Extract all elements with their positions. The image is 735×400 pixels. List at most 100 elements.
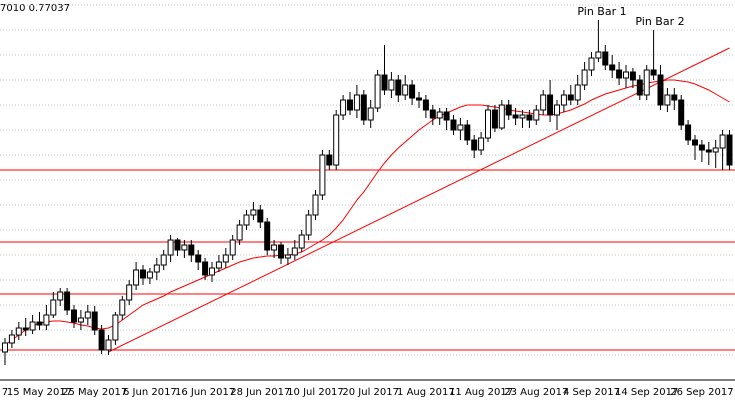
candle-body <box>71 309 77 323</box>
candle-body <box>581 69 588 86</box>
candle-body <box>126 284 133 301</box>
x-tick-label: 4 Sep 2017 <box>563 387 620 398</box>
candle-body <box>319 154 326 196</box>
candle-body <box>602 51 609 66</box>
x-tick-label: 1 Aug 2017 <box>397 387 455 398</box>
candle-body <box>298 234 305 249</box>
x-tick-label: 23 Aug 2017 <box>504 387 568 398</box>
candle-body <box>464 124 471 141</box>
candle-body <box>153 264 160 273</box>
candle-body <box>498 104 505 129</box>
candle-body <box>43 314 50 326</box>
candle-body <box>2 342 8 353</box>
candle-body <box>333 114 340 166</box>
candle-body <box>395 79 402 96</box>
candle-body <box>84 311 91 319</box>
candle-body <box>698 144 705 151</box>
candle-body <box>429 109 436 119</box>
candle-body <box>326 154 333 166</box>
candle-body <box>402 84 409 96</box>
candle-body <box>257 209 264 223</box>
candle-body <box>616 69 623 79</box>
candle-body <box>222 254 229 263</box>
candle-body <box>629 71 636 81</box>
candle-body <box>112 314 119 341</box>
candle-body <box>353 94 360 111</box>
candle-body <box>57 291 64 301</box>
candle-body <box>15 327 22 336</box>
candle-body <box>505 104 512 116</box>
candle-body <box>574 84 581 101</box>
candle-body <box>567 94 574 101</box>
candle-body <box>29 321 36 331</box>
candle-body <box>643 69 650 96</box>
moving-average <box>4 79 730 346</box>
candle-body <box>381 74 388 91</box>
candle-body <box>533 109 540 121</box>
candle-body <box>554 104 560 116</box>
candle-body <box>491 109 498 129</box>
candle-body <box>485 109 491 139</box>
x-tick-label: 14 Sep 2017 <box>615 387 678 398</box>
candle-body <box>471 139 478 151</box>
x-tick-label: 16 Jun 2017 <box>175 387 235 398</box>
candle-body <box>278 244 284 259</box>
candle-body <box>36 321 43 326</box>
candle-body <box>22 327 29 331</box>
candle-body <box>229 239 236 256</box>
candle-body <box>8 334 15 344</box>
candle-body <box>119 299 126 316</box>
candle-body <box>588 57 595 71</box>
x-tick-label: 11 Aug 2017 <box>449 387 513 398</box>
candle-body <box>705 149 712 153</box>
candle-body <box>409 84 416 99</box>
candle-body <box>692 139 698 146</box>
header-text: 7010 0.77037 <box>0 3 70 14</box>
candle-body <box>243 214 250 226</box>
candle-body <box>340 99 347 116</box>
candle-body <box>160 254 167 266</box>
candle-body <box>181 244 188 251</box>
candle-body <box>595 51 602 59</box>
candle-body <box>685 124 692 141</box>
candle-body <box>140 269 146 279</box>
x-tick-label: 28 Jun 2017 <box>230 387 290 398</box>
x-tick-label: 20 Jul 2017 <box>342 387 399 398</box>
candle-body <box>236 224 243 241</box>
candle-body <box>416 97 422 101</box>
candle-body <box>512 114 519 119</box>
candle-body <box>264 221 271 251</box>
candle-body <box>712 147 719 153</box>
candle-body <box>609 64 616 71</box>
candle-body <box>457 124 464 131</box>
candle-body <box>623 71 629 79</box>
candle-body <box>450 119 457 131</box>
candle-body <box>271 244 278 251</box>
candle-body <box>526 114 533 121</box>
candle-body <box>291 247 298 256</box>
candle-body <box>678 99 685 126</box>
candle-body <box>133 269 140 286</box>
x-tick-label: 25 May 2017 <box>62 387 127 398</box>
annotation: Pin Bar 2 <box>635 15 684 28</box>
x-tick-label: 26 Sep 2017 <box>670 387 733 398</box>
candle-body <box>174 239 181 251</box>
candle-body <box>50 299 57 316</box>
candle-body <box>478 137 485 151</box>
candle-body <box>305 214 312 236</box>
candle-body <box>540 94 547 111</box>
candle-body <box>77 317 84 323</box>
candle-body <box>719 134 726 149</box>
x-tick-label: 7 <box>2 387 8 398</box>
candle-body <box>167 239 174 256</box>
candle-body <box>284 254 291 259</box>
trend-line <box>108 47 730 353</box>
candle-body <box>360 94 367 121</box>
candle-body <box>519 114 526 119</box>
candle-body <box>671 94 678 101</box>
candle-body <box>367 107 374 121</box>
candle-body <box>91 311 98 331</box>
x-tick-label: 10 Jul 2017 <box>287 387 344 398</box>
candle-body <box>436 111 443 119</box>
